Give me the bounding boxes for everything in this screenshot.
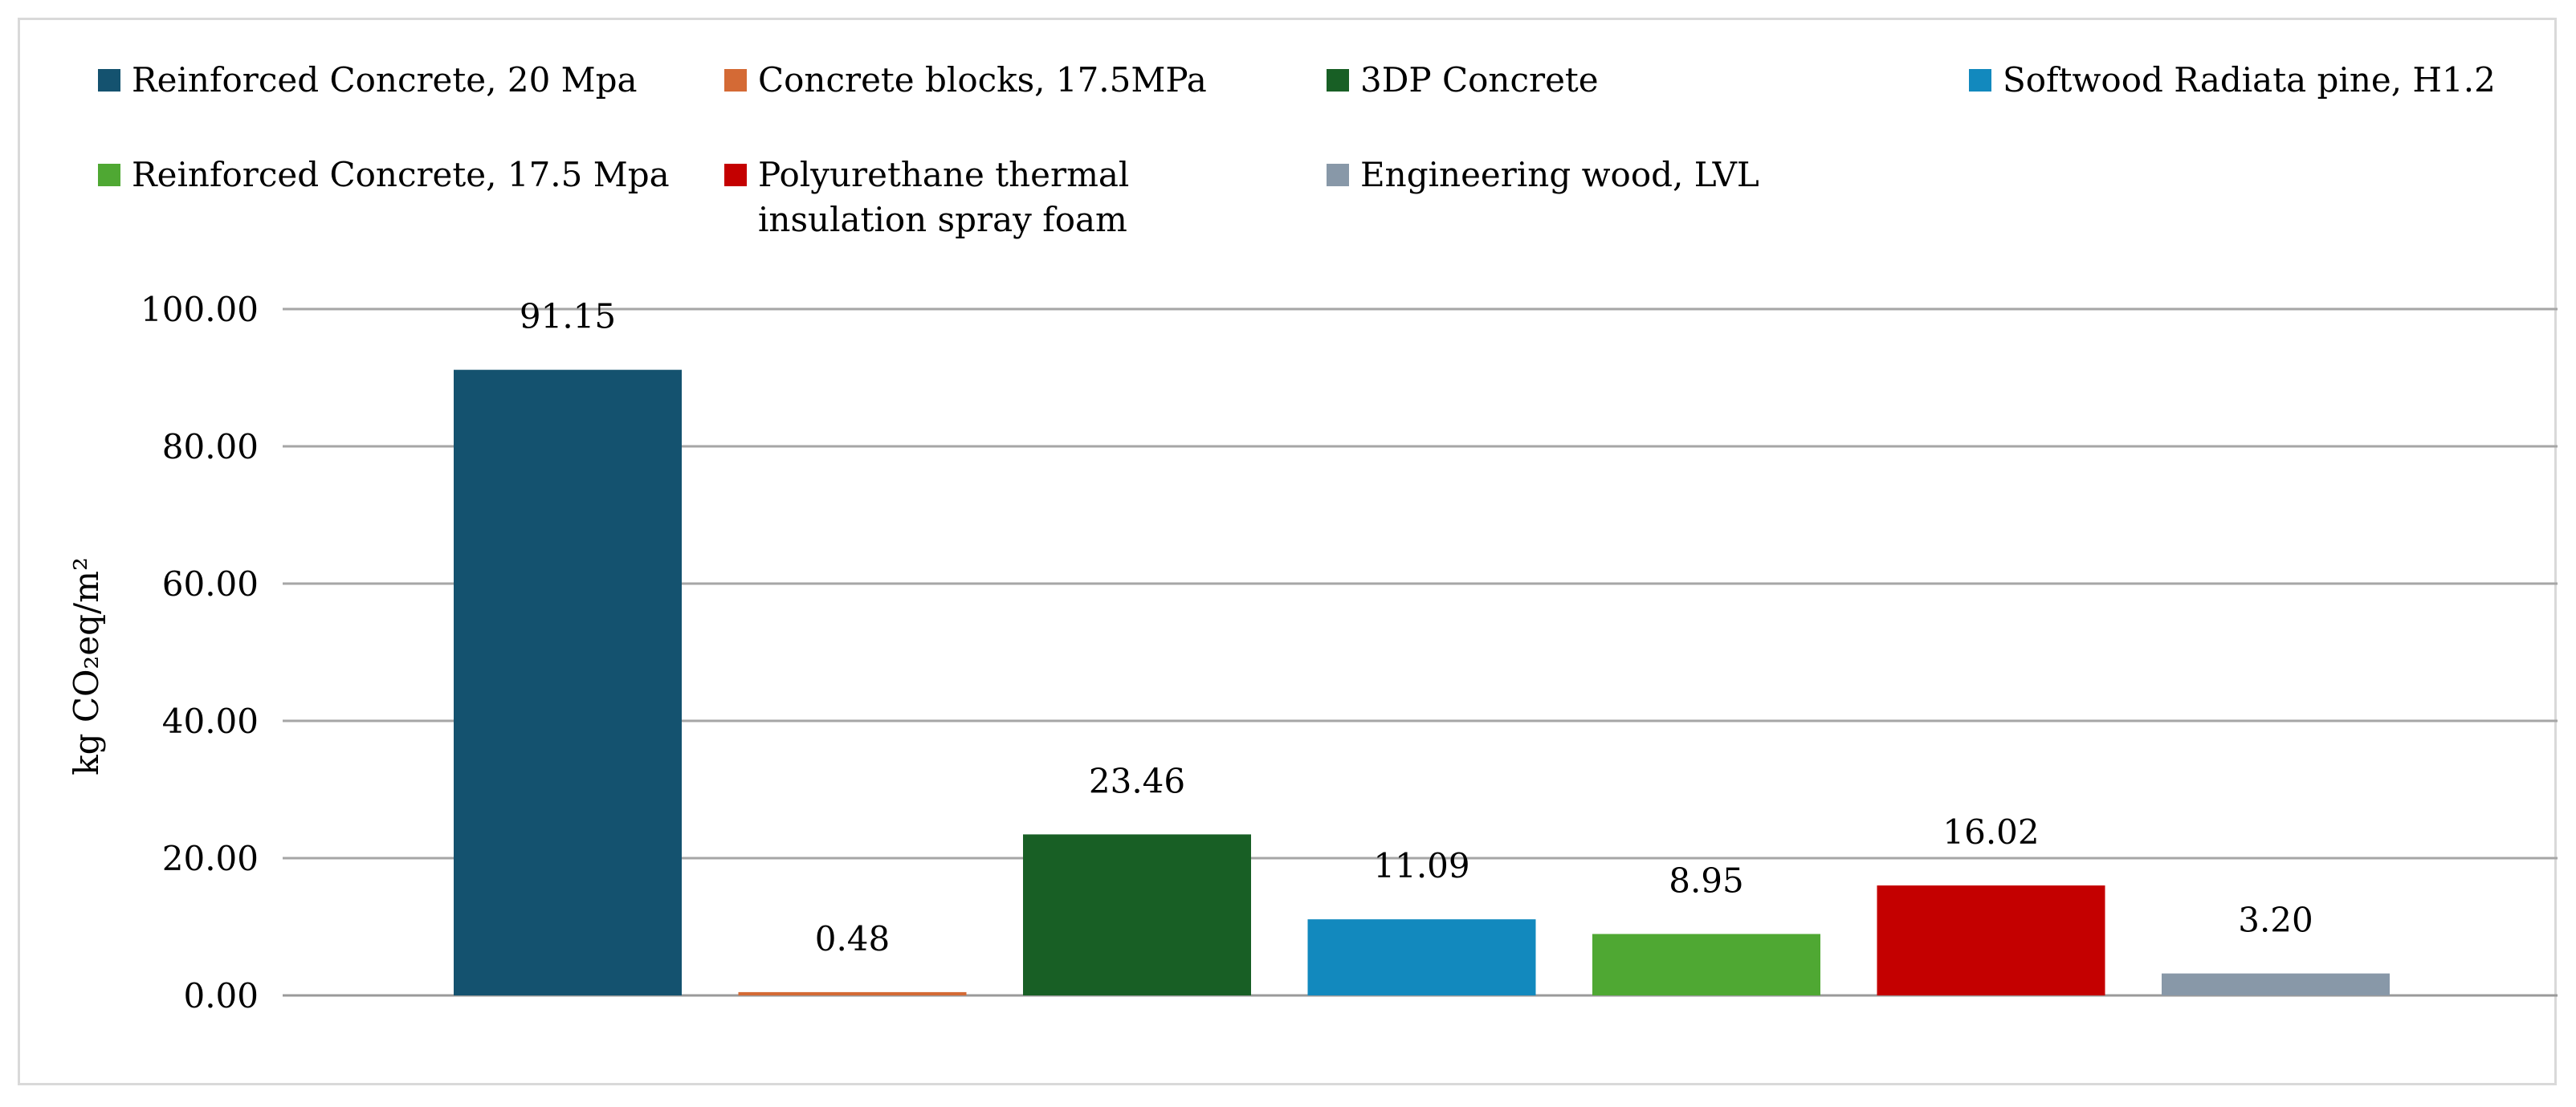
legend-label: 3DP Concrete xyxy=(1360,60,1599,100)
bar-value-label: 8.95 xyxy=(1669,861,1744,900)
bar-value-label: 3.20 xyxy=(2238,901,2313,940)
bar-value-label: 16.02 xyxy=(1942,812,2039,852)
y-axis: 0.00 20.00 40.00 60.00 80.00 100.00 xyxy=(141,290,259,1015)
legend-label: Reinforced Concrete, 17.5 Mpa xyxy=(132,155,670,194)
bar xyxy=(1592,934,1820,995)
legend-item: Engineering wood, LVL xyxy=(1327,153,1759,197)
legend-item: 3DP Concrete xyxy=(1327,58,1599,103)
legend-label: Polyurethane thermal insulation spray fo… xyxy=(758,155,1130,239)
legend-item: Softwood Radiata pine, H1.2 xyxy=(1969,58,2496,103)
bar xyxy=(1877,885,2105,995)
y-tick-label: 40.00 xyxy=(162,702,259,741)
legend-swatch xyxy=(1969,69,1991,92)
legend-label: Engineering wood, LVL xyxy=(1360,155,1759,194)
bar-value-label: 91.15 xyxy=(520,297,616,336)
legend-swatch xyxy=(724,164,747,186)
y-tick-label: 20.00 xyxy=(162,839,259,878)
bar-value-label: 0.48 xyxy=(815,919,891,958)
legend-swatch xyxy=(1327,164,1349,186)
y-tick-label: 100.00 xyxy=(141,290,259,329)
data-labels: 91.15 0.48 23.46 11.09 8.95 16.02 3.20 xyxy=(520,297,2313,958)
bar xyxy=(1307,919,1536,995)
chart-frame xyxy=(18,18,2557,1085)
bar-value-label: 23.46 xyxy=(1089,761,1185,800)
legend-label: Concrete blocks, 17.5MPa xyxy=(758,60,1207,100)
legend-item: Reinforced Concrete, 20 Mpa xyxy=(98,58,638,103)
y-axis-title: kg CO₂eq/m² xyxy=(67,557,106,775)
legend-swatch xyxy=(1327,69,1349,92)
legend-item: Concrete blocks, 17.5MPa xyxy=(724,58,1207,103)
y-tick-label: 80.00 xyxy=(162,427,259,466)
bar xyxy=(2162,973,2390,995)
bars xyxy=(454,369,2390,996)
legend-swatch xyxy=(98,69,120,92)
bar xyxy=(454,369,682,996)
bar xyxy=(738,991,967,995)
y-tick-label: 0.00 xyxy=(183,976,259,1015)
legend-swatch xyxy=(724,69,747,92)
bar-value-label: 11.09 xyxy=(1373,846,1469,885)
y-tick-label: 60.00 xyxy=(162,564,259,604)
legend-item: Reinforced Concrete, 17.5 Mpa xyxy=(98,153,670,197)
bar xyxy=(1023,834,1251,995)
legend-item: Polyurethane thermal insulation spray fo… xyxy=(724,153,1129,242)
legend-label: Reinforced Concrete, 20 Mpa xyxy=(132,60,638,100)
legend-swatch xyxy=(98,164,120,186)
legend-label: Softwood Radiata pine, H1.2 xyxy=(2003,60,2496,100)
